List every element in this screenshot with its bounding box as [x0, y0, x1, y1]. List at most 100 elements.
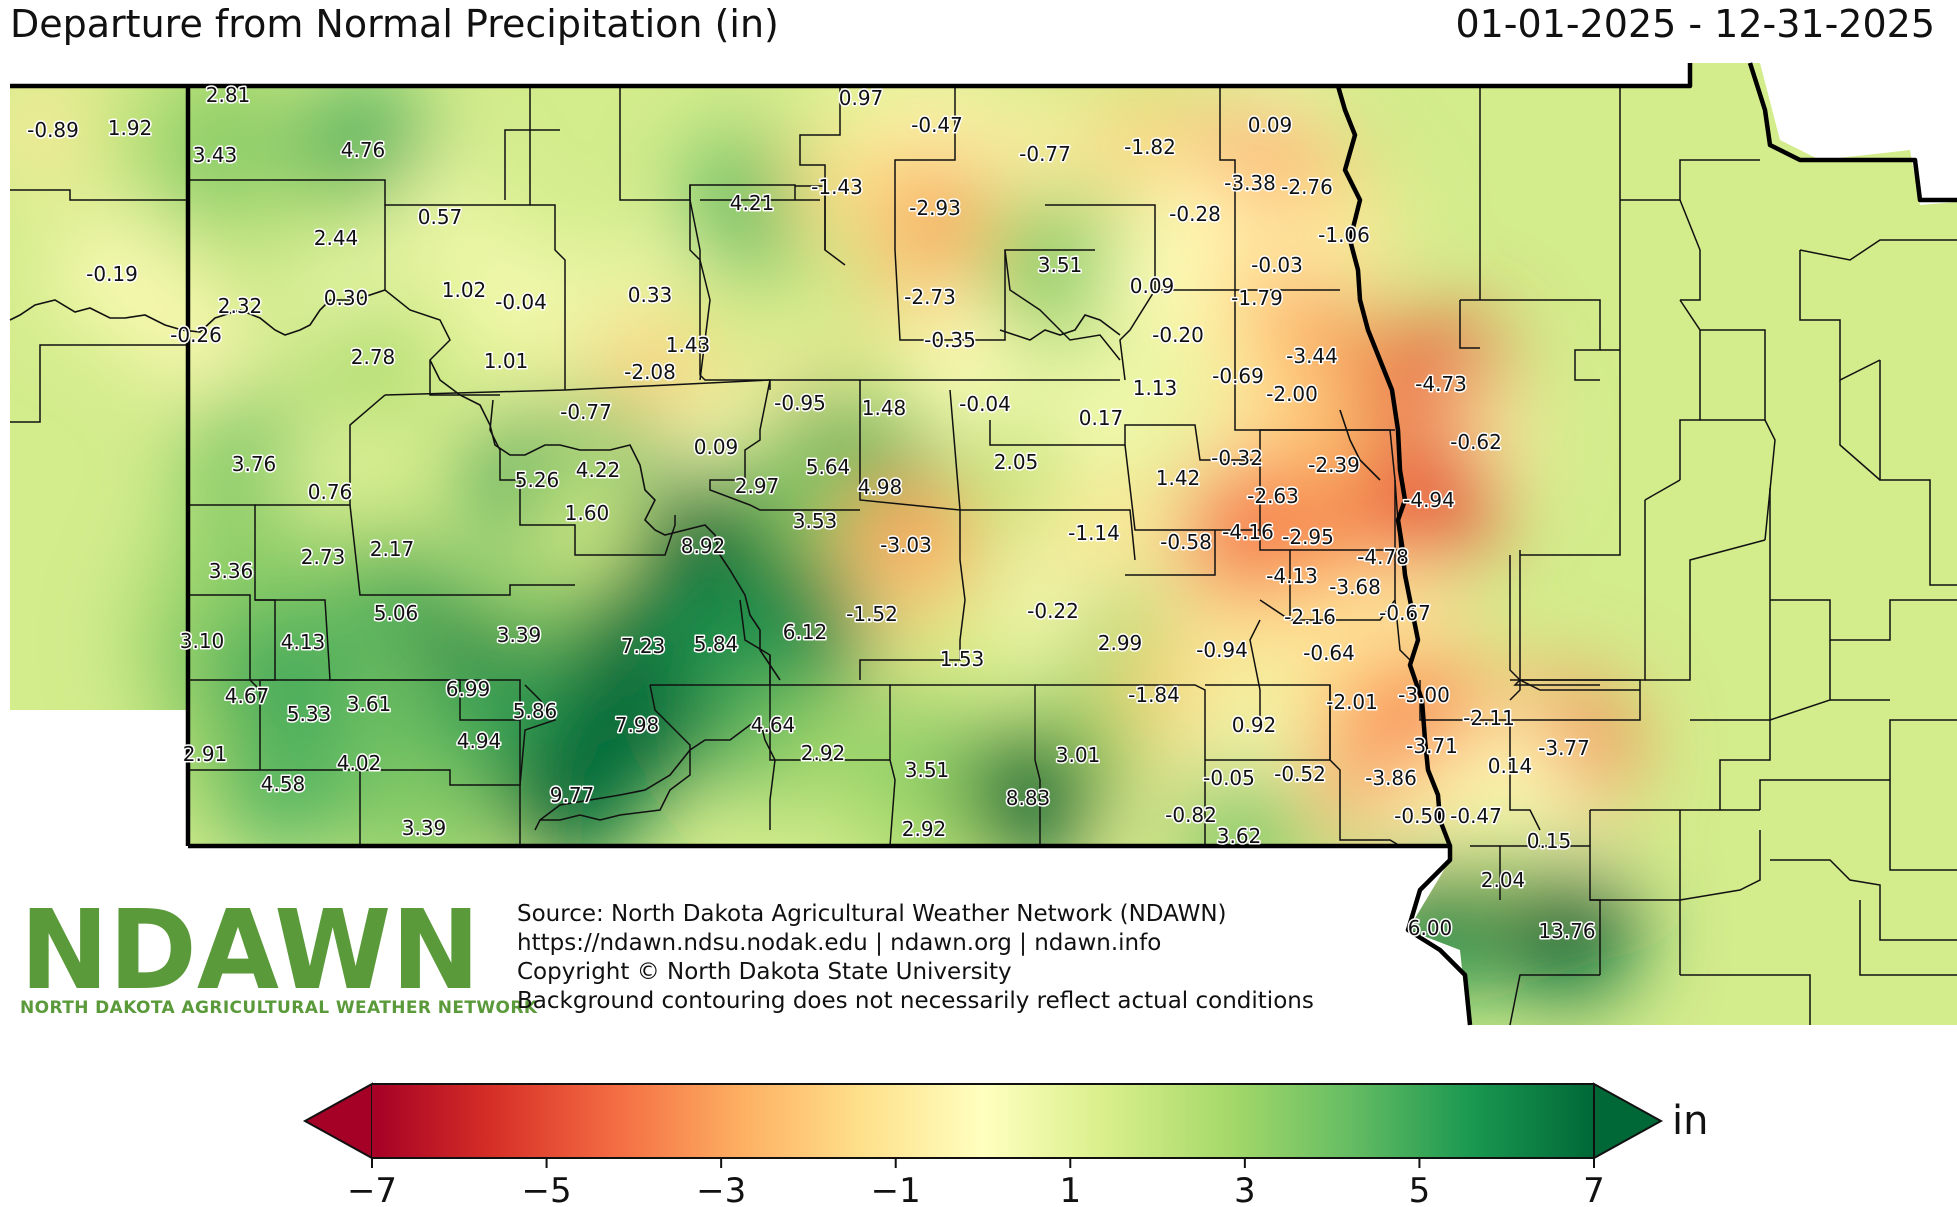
station-value: 0.33 — [628, 283, 673, 307]
colorbar-tick-label: 5 — [1409, 1171, 1431, 1207]
station-value: 0.09 — [1130, 274, 1175, 298]
station-value: 8.83 — [1006, 786, 1051, 810]
station-value: 2.99 — [1098, 631, 1143, 655]
station-value: -0.04 — [495, 290, 547, 314]
colorbar-gradient — [372, 1084, 1594, 1158]
station-value: 1.01 — [484, 349, 529, 373]
station-value: -0.64 — [1303, 641, 1355, 665]
station-value: -4.78 — [1357, 545, 1409, 569]
credits-block: Source: North Dakota Agricultural Weathe… — [517, 900, 1314, 1016]
station-value: -2.00 — [1266, 382, 1318, 406]
station-value: -4.94 — [1403, 488, 1455, 512]
station-value: -0.26 — [170, 323, 222, 347]
date-range: 01-01-2025 - 12-31-2025 — [1455, 2, 1935, 46]
station-value: 3.39 — [497, 623, 542, 647]
station-value: -0.77 — [1019, 142, 1071, 166]
station-value: 5.26 — [515, 468, 560, 492]
colorbar-tick-label: −3 — [696, 1171, 746, 1207]
station-value: 2.91 — [183, 742, 228, 766]
station-value: -0.94 — [1196, 638, 1248, 662]
contour-blob — [141, 280, 251, 390]
station-value: 0.30 — [324, 286, 369, 310]
station-value: -1.79 — [1231, 286, 1283, 310]
station-value: 4.02 — [337, 751, 382, 775]
station-value: 1.53 — [940, 647, 985, 671]
station-value: -1.14 — [1068, 521, 1120, 545]
station-value: 0.97 — [839, 86, 884, 110]
station-value: 0.76 — [308, 480, 353, 504]
station-value: 3.43 — [193, 143, 238, 167]
station-value: -0.69 — [1212, 364, 1264, 388]
station-value: 5.84 — [694, 632, 739, 656]
contour-blob — [145, 85, 285, 225]
station-value: 3.36 — [209, 559, 254, 583]
contour-blob — [532, 458, 642, 568]
station-value: -0.03 — [1251, 253, 1303, 277]
station-value: 2.92 — [902, 817, 947, 841]
station-value: 6.99 — [446, 677, 491, 701]
station-value: -0.35 — [924, 328, 976, 352]
station-value: 0.15 — [1527, 829, 1572, 853]
station-value: 4.13 — [281, 630, 326, 654]
station-value: 2.05 — [994, 450, 1039, 474]
station-value: -3.77 — [1538, 736, 1590, 760]
state-boundaries — [10, 62, 1957, 1026]
station-value: 5.64 — [806, 455, 851, 479]
station-value: -1.43 — [811, 175, 863, 199]
station-value: -2.73 — [904, 285, 956, 309]
contour-blob — [451, 306, 561, 416]
credit-source: Source: North Dakota Agricultural Weathe… — [517, 901, 1227, 927]
station-value: -2.93 — [909, 196, 961, 220]
station-value: 2.78 — [351, 345, 396, 369]
station-value: -0.58 — [1160, 530, 1212, 554]
station-value: 0.09 — [1248, 113, 1293, 137]
station-value: -3.00 — [1398, 683, 1450, 707]
station-value: 4.22 — [576, 458, 621, 482]
station-value: 1.02 — [442, 278, 487, 302]
station-value: 0.09 — [694, 435, 739, 459]
logo-wordmark: NDAWN — [20, 898, 480, 998]
station-value: -2.01 — [1326, 690, 1378, 714]
station-value: 8.92 — [681, 534, 726, 558]
station-value: 2.32 — [218, 294, 263, 318]
station-value: -3.38 — [1224, 171, 1276, 195]
contour-blob — [57, 219, 167, 329]
station-value: -0.82 — [1165, 803, 1217, 827]
station-value: 2.17 — [370, 537, 415, 561]
contour-blob — [958, 728, 1098, 868]
contour-blob — [961, 407, 1071, 517]
station-value: 7.23 — [621, 634, 666, 658]
map-title: Departure from Normal Precipitation (in) — [10, 2, 779, 46]
station-value: 4.64 — [751, 713, 796, 737]
station-value: -1.82 — [1124, 135, 1176, 159]
colorbar-extend-high — [1593, 1082, 1664, 1160]
river-boundaries — [9, 289, 1381, 821]
station-value: -0.62 — [1450, 430, 1502, 454]
station-value: 4.98 — [858, 475, 903, 499]
station-value: -0.67 — [1379, 601, 1431, 625]
station-value: 3.76 — [232, 452, 277, 476]
station-value: 1.42 — [1156, 466, 1201, 490]
station-value: 3.53 — [793, 509, 838, 533]
station-value: 4.76 — [341, 138, 386, 162]
station-value: 3.39 — [402, 816, 447, 840]
colorbar-tick-label: −5 — [522, 1171, 572, 1207]
ndawn-logo: NDAWN — [20, 898, 480, 998]
credit-copyright: Copyright © North Dakota State Universit… — [517, 959, 1012, 985]
station-value: 1.92 — [108, 116, 153, 140]
station-value: 2.44 — [314, 226, 359, 250]
station-value: 5.06 — [374, 601, 419, 625]
station-value: 3.01 — [1056, 743, 1101, 767]
station-value: -2.08 — [624, 360, 676, 384]
station-value: 0.17 — [1079, 406, 1124, 430]
station-value: 1.60 — [565, 501, 610, 525]
station-value: -3.86 — [1365, 766, 1417, 790]
colorbar-tick-label: 7 — [1583, 1171, 1605, 1207]
station-value: 2.73 — [301, 545, 346, 569]
colorbar-tick-label: −7 — [347, 1171, 397, 1207]
station-value: 4.58 — [261, 772, 306, 796]
station-value: -0.77 — [560, 400, 612, 424]
station-value: -0.04 — [959, 392, 1011, 416]
station-value: 5.86 — [513, 699, 558, 723]
